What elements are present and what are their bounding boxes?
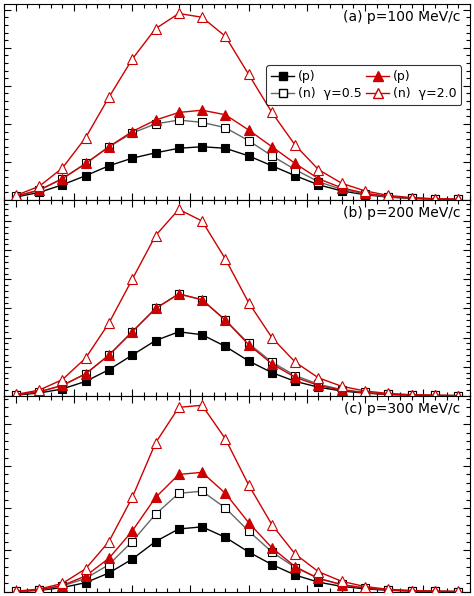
Legend: (p), (n)  γ=0.5, (p), (n)  γ=2.0: (p), (n) γ=0.5, (p), (n) γ=2.0 [266,66,461,105]
Text: (c) p=300 MeV/c: (c) p=300 MeV/c [344,402,461,416]
Text: (a) p=100 MeV/c: (a) p=100 MeV/c [343,10,461,24]
Text: (b) p=200 MeV/c: (b) p=200 MeV/c [343,206,461,220]
